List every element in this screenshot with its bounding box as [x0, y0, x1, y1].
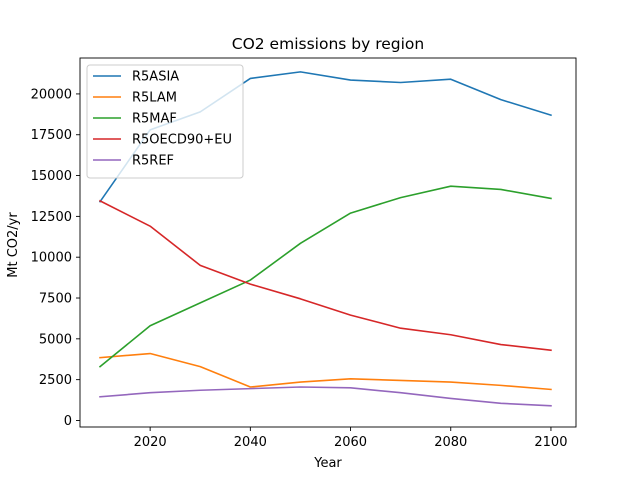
legend-label-3: R5OECD90+EU [132, 133, 232, 148]
axes-layer: 2020 2040 2060 2080 2100 0 2500 5000 7500 10000 12… [31, 57, 577, 450]
x-tick-label-4: 2100 [534, 435, 567, 450]
x-axis-label: Year [313, 456, 342, 471]
y-axis-label: Mt CO2/yr [6, 212, 21, 278]
y-tick-label-4: 10000 [31, 251, 72, 266]
series-line-1 [99, 352, 552, 391]
y-tick-label-5: 12500 [31, 210, 72, 225]
legend-label-1: R5LAM [132, 91, 177, 106]
series-line-4 [99, 386, 552, 407]
y-tick-label-1: 2500 [39, 373, 72, 388]
y-tick-label-2: 5000 [39, 332, 72, 347]
y-tick-label-6: 15000 [31, 169, 72, 184]
legend-label-0: R5ASIA [132, 70, 179, 85]
plot-frame [79, 57, 577, 428]
x-tick-label-1: 2040 [234, 435, 267, 450]
legend: R5ASIA R5LAM R5MAF R5OECD90+EU R5REF [86, 64, 244, 179]
y-tick-label-3: 7500 [39, 292, 72, 307]
legend-box [86, 64, 244, 179]
legend-label-2: R5MAF [132, 112, 177, 127]
x-tick-label-2: 2060 [334, 435, 367, 450]
series-line-2 [98, 185, 552, 368]
chart-title: CO2 emissions by region [232, 35, 424, 53]
y-tick-label-0: 0 [64, 414, 72, 429]
legend-label-4: R5REF [132, 154, 174, 169]
y-tick-label-8: 20000 [31, 87, 72, 102]
y-tick-label-7: 17500 [31, 128, 72, 143]
x-tick-label-3: 2080 [434, 435, 467, 450]
x-tick-label-0: 2020 [134, 435, 167, 450]
series-line-3 [98, 199, 552, 352]
